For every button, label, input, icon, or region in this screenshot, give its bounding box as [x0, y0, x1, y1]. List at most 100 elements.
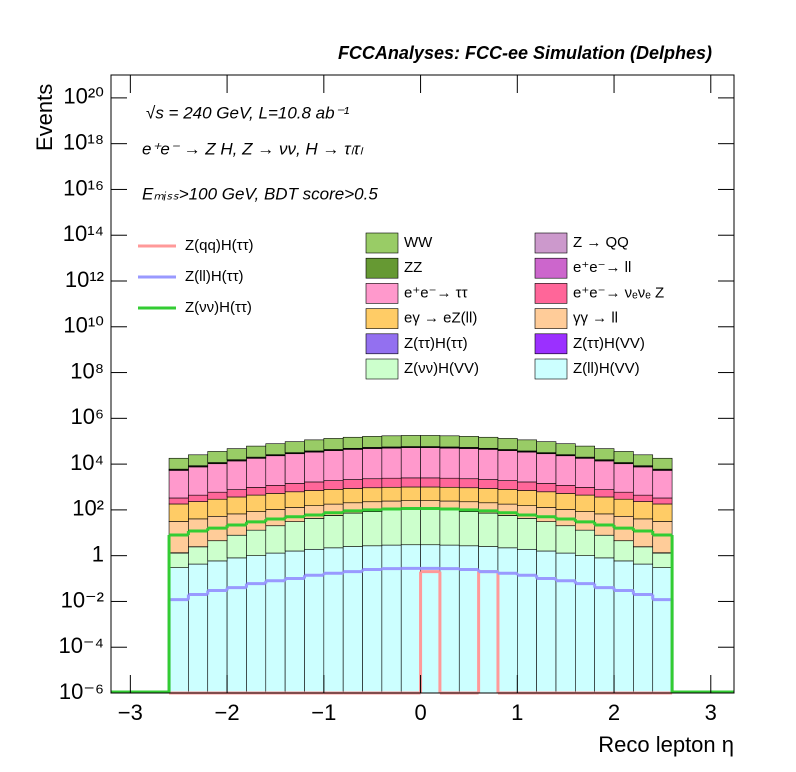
- stack-bar: [265, 485, 286, 494]
- x-tick-label: −1: [311, 700, 336, 725]
- stack-bar: [652, 503, 673, 522]
- stack-bar: [400, 447, 421, 479]
- plot-area: [111, 435, 734, 695]
- stack-bar: [497, 450, 518, 481]
- stack-bar: [168, 567, 189, 694]
- stack-bar: [633, 546, 654, 565]
- stack-bar: [633, 454, 654, 467]
- y-tick-label: 10⁸: [70, 358, 104, 383]
- stack-bar: [246, 445, 267, 458]
- stack-bar: [304, 548, 325, 694]
- legend-swatch: [365, 257, 399, 279]
- stack-bar: [420, 435, 441, 447]
- legend-label: e⁺e⁻→ νₑνₑ Z: [573, 284, 664, 301]
- x-tick-label: 0: [414, 700, 426, 725]
- stack-bar: [517, 481, 537, 491]
- stack-bar: [226, 448, 247, 461]
- x-tick-label: 2: [608, 700, 620, 725]
- legend-swatch: [534, 257, 568, 279]
- stack-bar: [323, 547, 344, 694]
- x-tick-label: −3: [118, 700, 143, 725]
- stack-bar: [284, 453, 305, 484]
- stack-bar: [555, 485, 576, 494]
- stack-bar: [400, 486, 421, 501]
- stack-bar: [594, 489, 615, 498]
- x-axis-label: Reco lepton η: [598, 732, 734, 757]
- y-tick-label: 10²⁰: [63, 84, 104, 109]
- stack-bar: [188, 501, 209, 520]
- legend-label: γγ → ll: [573, 310, 618, 327]
- stack-bar: [342, 488, 363, 504]
- stack-bar: [420, 477, 441, 488]
- legend-label: WW: [404, 234, 433, 251]
- stack-bar: [362, 511, 383, 547]
- legend-label: Z(qq)H(ττ): [185, 237, 254, 254]
- stack-bar: [594, 460, 615, 490]
- stack-bar: [497, 438, 518, 450]
- y-axis-label: Events: [32, 84, 57, 151]
- stack-bar: [381, 486, 402, 502]
- stack-bar: [633, 501, 654, 520]
- stack-bar: [575, 487, 595, 496]
- stack-bar: [246, 457, 267, 488]
- stack-bar: [362, 478, 383, 489]
- frame: [110, 74, 735, 694]
- stack-bar: [226, 534, 247, 559]
- stack-bar: [265, 525, 286, 554]
- stack-bar: [613, 451, 634, 463]
- stack-bar: [420, 486, 441, 501]
- annotation: √s = 240 GeV, L=10.8 ab⁻¹: [146, 103, 350, 122]
- legend-label: Z(νν)H(VV): [404, 360, 479, 377]
- stack-bar: [478, 512, 499, 547]
- stack-bar: [323, 438, 344, 450]
- stack-bar: [188, 563, 209, 694]
- legend-swatch: [365, 358, 399, 380]
- x-tick-label: −2: [215, 700, 240, 725]
- legend-label: Z(νν)H(ττ): [185, 299, 252, 316]
- stack-bar: [575, 457, 595, 488]
- stack-bar: [555, 493, 576, 510]
- stack-bar: [304, 518, 325, 550]
- stack-bar: [168, 470, 189, 499]
- stack-bar: [652, 497, 673, 505]
- stack-bar: [536, 483, 557, 493]
- stack-bar: [420, 447, 441, 479]
- legend-label: e⁺e⁻→ ττ: [404, 284, 468, 301]
- x-tick-label: 1: [511, 700, 523, 725]
- stack-bar: [458, 545, 479, 694]
- stack-bar: [439, 509, 460, 546]
- stack-bar: [226, 557, 247, 694]
- stack-bar: [342, 436, 363, 449]
- stack-bar: [207, 560, 228, 694]
- stack-bar: [304, 490, 325, 506]
- stack-bar: [594, 534, 615, 559]
- stack-bar: [168, 503, 189, 522]
- stack-bar: [633, 466, 654, 496]
- stack-bar: [381, 509, 402, 546]
- stack-bar: [536, 521, 557, 552]
- x-tick-label: 3: [705, 700, 717, 725]
- stack-bar: [613, 491, 634, 500]
- stack-bar: [555, 525, 576, 554]
- stack-bar: [323, 489, 344, 505]
- y-tick-label: 10¹⁰: [63, 313, 104, 338]
- stack-bar: [362, 448, 383, 480]
- legend-swatch: [365, 283, 399, 304]
- stack-bar: [536, 453, 557, 484]
- stack-bar: [207, 451, 228, 463]
- stack-bar: [613, 540, 634, 562]
- annotation: Eₘᵢₛₛ>100 GeV, BDT score>0.5: [142, 184, 378, 203]
- stack-bar: [362, 487, 383, 503]
- stack-bar: [246, 487, 267, 496]
- stack-bar: [342, 546, 363, 694]
- stack-bar: [536, 441, 557, 453]
- y-tick-label: 10⁻⁶: [59, 679, 104, 704]
- stack-bar: [323, 450, 344, 481]
- stack-bar: [594, 557, 615, 694]
- stack-bar: [381, 435, 402, 448]
- y-tick-label: 10¹⁴: [63, 221, 104, 246]
- stack-bar: [594, 496, 615, 515]
- stack-bar: [400, 477, 421, 488]
- stack-bar: [555, 455, 576, 486]
- stack-bar: [652, 457, 673, 470]
